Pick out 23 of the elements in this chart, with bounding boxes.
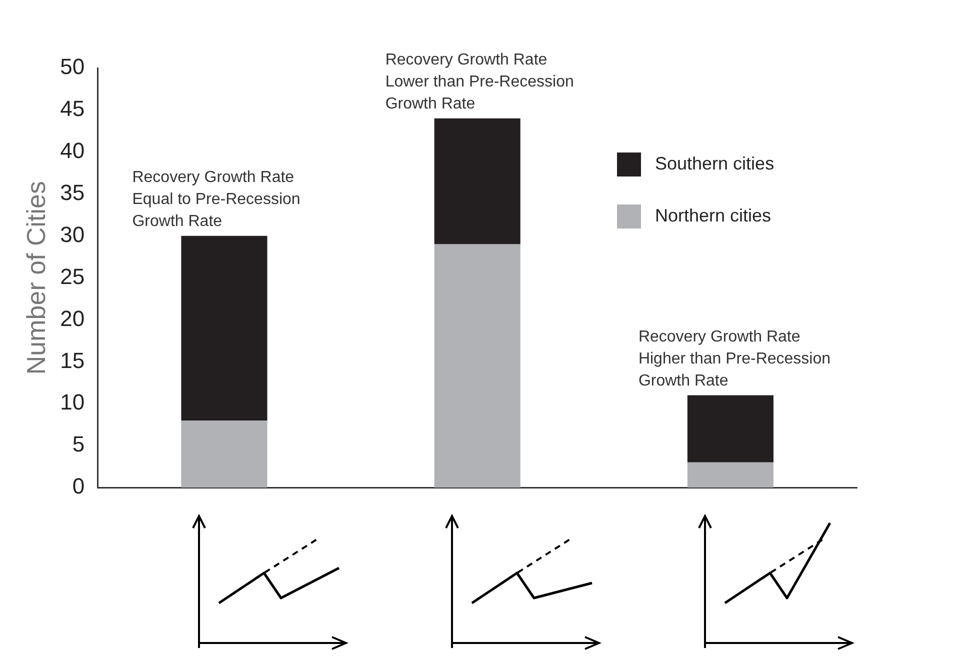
bar <box>434 244 520 488</box>
y-tick-label: 25 <box>60 264 85 289</box>
y-tick-label: 30 <box>60 222 85 247</box>
y-tick-label: 40 <box>60 138 85 163</box>
annotation: Recovery Growth Rate Higher than Pre-Recession Growth Rate <box>638 328 831 390</box>
annotation: Recovery Growth Rate Equal to Pre-Recession Growth Rate <box>132 168 300 230</box>
y-tick-label: 35 <box>60 180 85 205</box>
y-tick-label: 5 <box>72 432 85 457</box>
bar <box>434 118 520 244</box>
y-tick-label: 15 <box>60 348 85 373</box>
annotation: Recovery Growth Rate Lower than Pre-Recession Growth Rate <box>385 51 574 112</box>
bar <box>687 462 774 488</box>
y-tick-label: 0 <box>72 474 85 499</box>
y-tick-label: 20 <box>60 306 85 331</box>
y-tick-label: 10 <box>60 390 85 415</box>
y-axis-title: Number of Cities <box>20 180 51 375</box>
bar <box>181 420 268 488</box>
y-tick-label: 50 <box>60 54 85 80</box>
legend-label: Southern cities <box>655 153 774 174</box>
y-tick-label: 45 <box>60 96 85 122</box>
bar <box>687 395 774 462</box>
bar <box>181 236 268 420</box>
legend-label: Northern cities <box>655 205 772 226</box>
